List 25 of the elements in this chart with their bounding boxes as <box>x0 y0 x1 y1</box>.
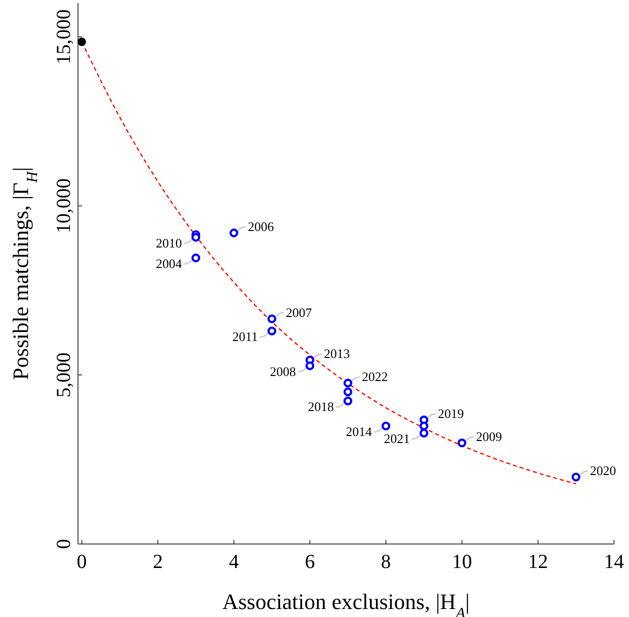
annotation: 2010 <box>156 235 182 250</box>
y-tick-label: 0 <box>53 539 75 549</box>
annotation: 2009 <box>476 428 502 444</box>
annotation: 2021 <box>384 431 410 446</box>
annotation: 2020 <box>590 463 616 478</box>
annotation: 2006 <box>248 218 274 234</box>
x-tick-label: 4 <box>228 551 239 573</box>
annotation: 2008 <box>270 364 296 379</box>
x-tick-label: 10 <box>452 551 472 573</box>
annotation: 2022 <box>362 369 388 384</box>
annotation: 2013 <box>324 346 350 362</box>
x-tick-label: 2 <box>152 551 163 573</box>
annotation: 2004 <box>156 256 182 271</box>
annotation: 2018 <box>308 398 334 414</box>
y-tick-label: 15,000 <box>53 9 75 64</box>
y-tick-label: 10,000 <box>53 178 75 234</box>
annotation: 2014 <box>346 424 372 439</box>
annotation: 2019 <box>438 406 464 421</box>
annotation: 2007 <box>286 304 312 320</box>
x-tick-label: 14 <box>604 551 624 573</box>
x-tick-label: 8 <box>380 551 391 573</box>
x-tick-label: 12 <box>528 551 548 573</box>
x-tick-label: 6 <box>304 551 315 573</box>
y-tick-label: 5,000 <box>53 352 75 398</box>
annotation: 2011 <box>232 328 258 344</box>
